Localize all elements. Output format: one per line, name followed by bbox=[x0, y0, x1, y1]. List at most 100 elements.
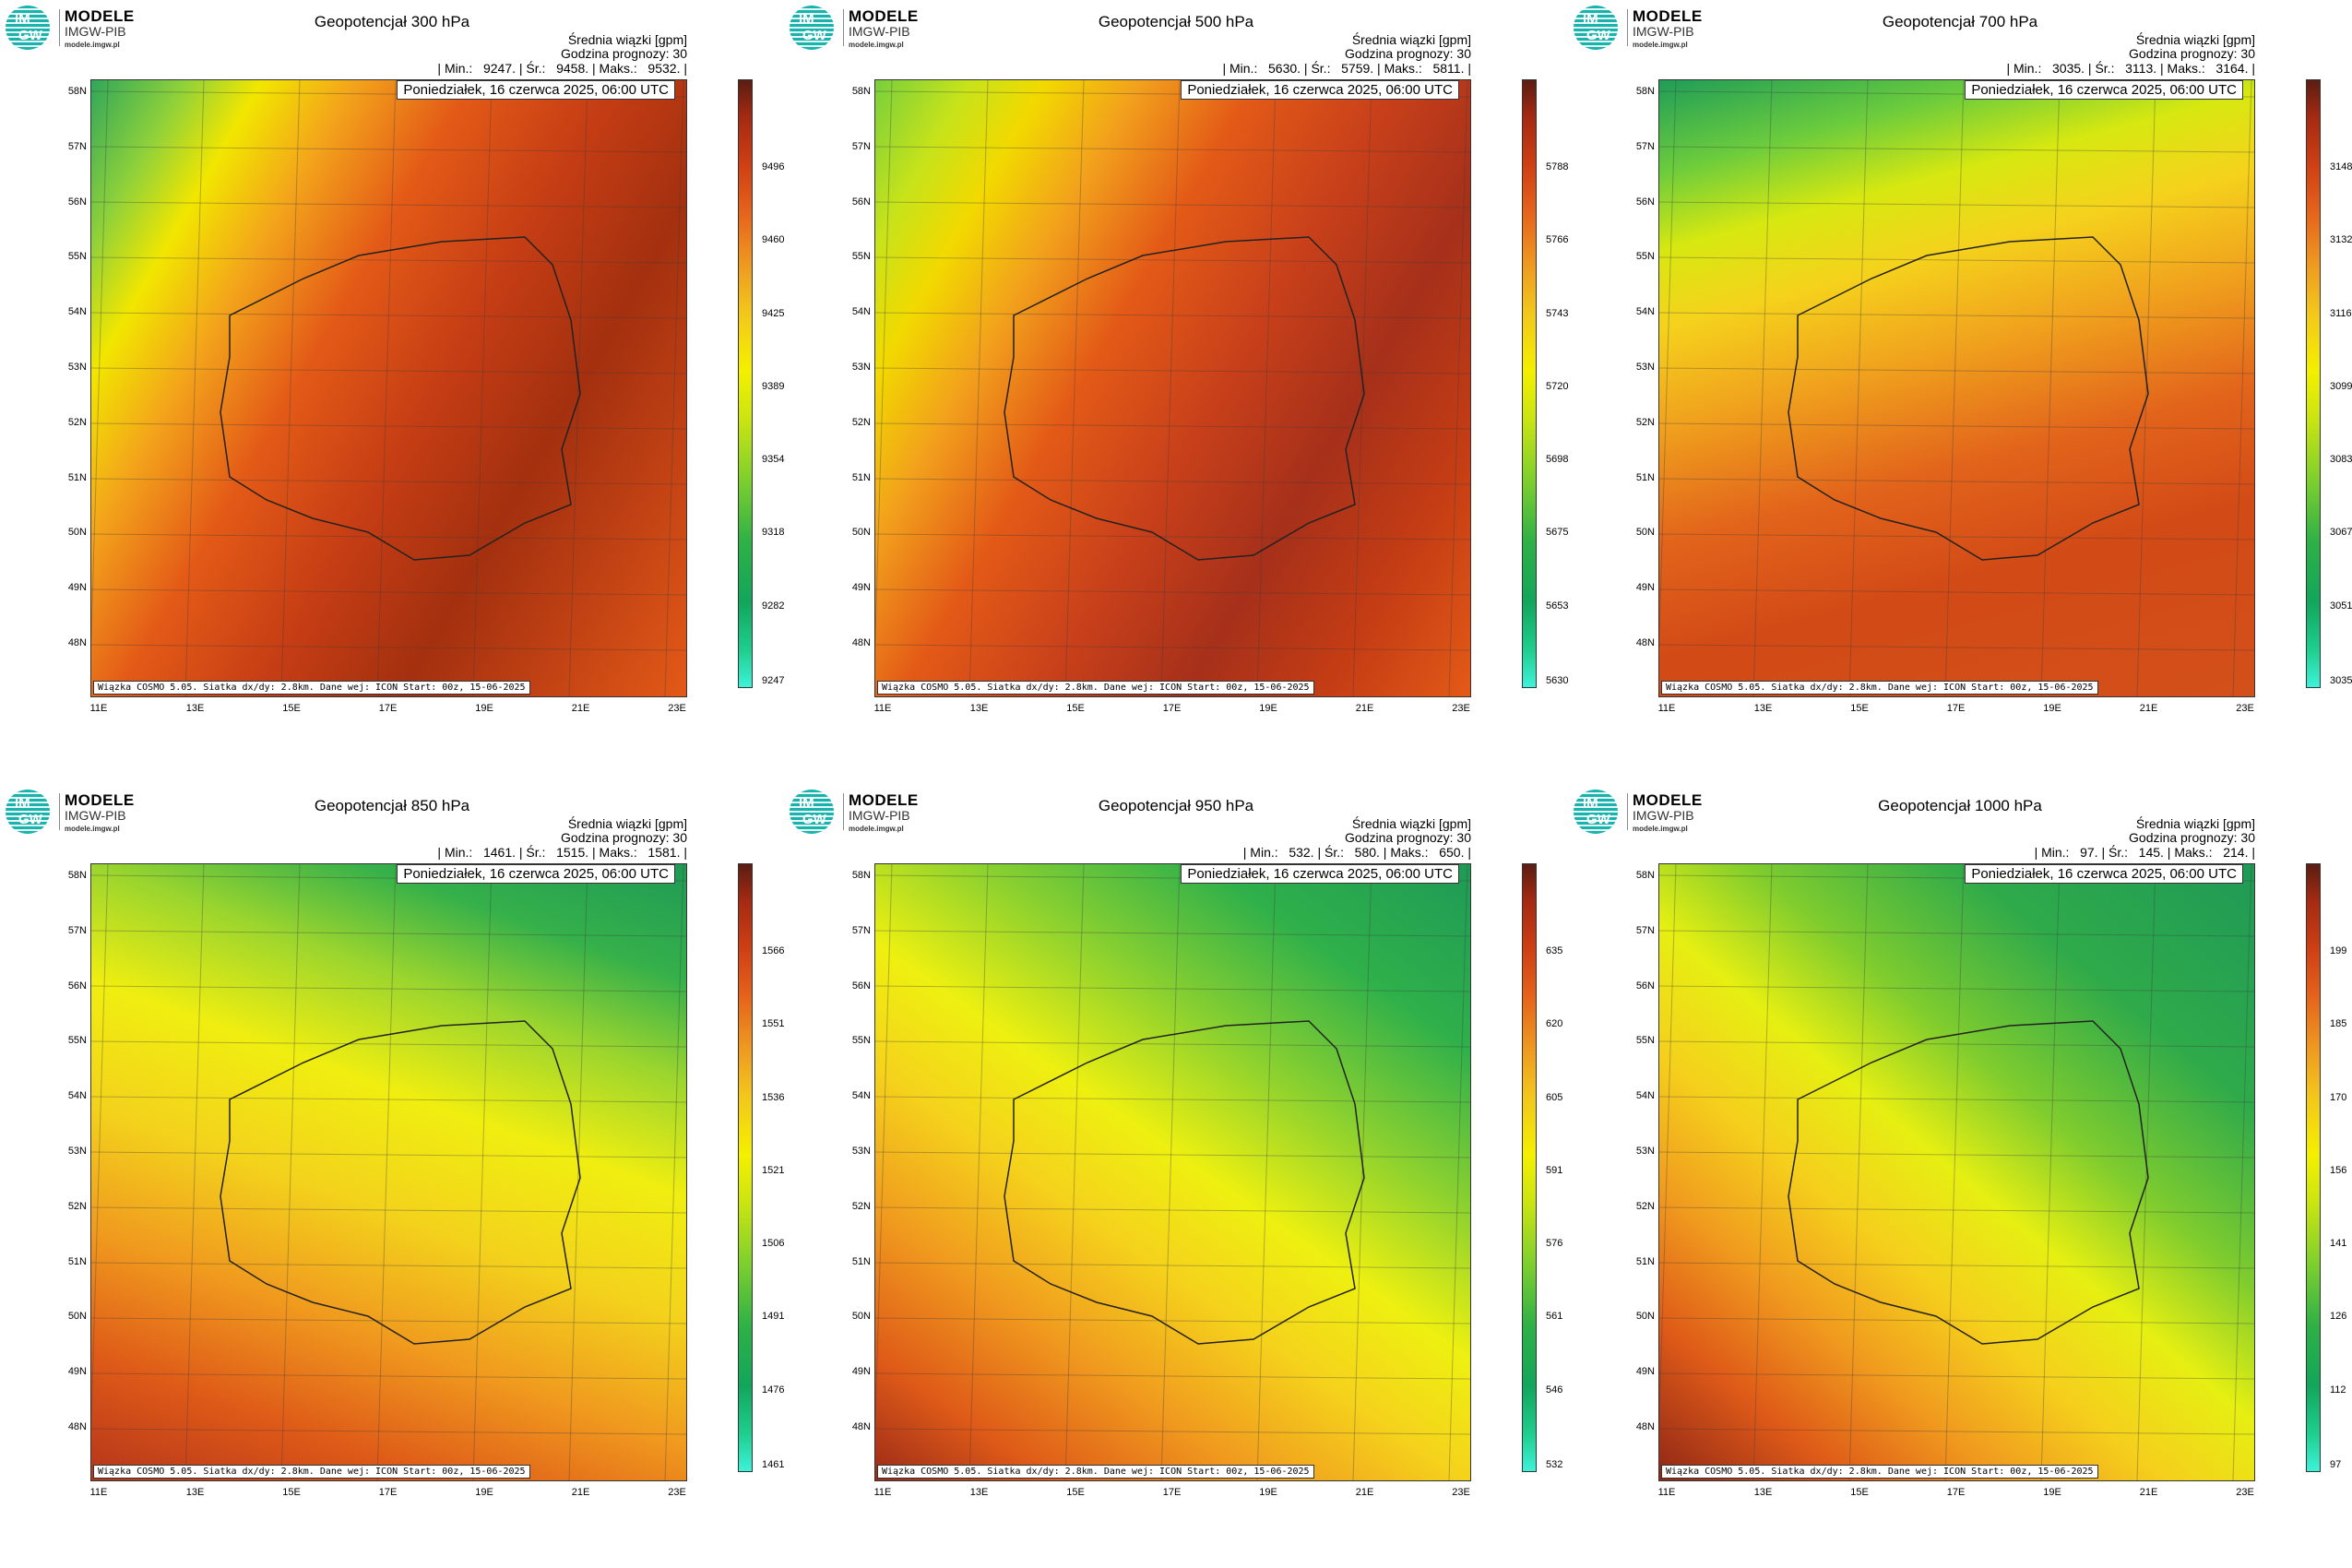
colorbar-tick-label: 591 bbox=[1546, 1164, 1563, 1176]
latitude-label: 57N bbox=[67, 140, 87, 152]
mean-label: Średnia wiązki [gpm] bbox=[2135, 32, 2255, 47]
latitude-gridline bbox=[875, 422, 1470, 430]
valid-time-box: Poniedziałek, 16 czerwca 2025, 06:00 UTC bbox=[1965, 864, 2243, 884]
latitude-gridline bbox=[1659, 1317, 2254, 1324]
country-border bbox=[1788, 1020, 2149, 1345]
latitude-gridline bbox=[91, 478, 686, 485]
logo-letters-top: IM bbox=[15, 795, 30, 811]
longitude-label: 19E bbox=[1259, 1487, 1277, 1498]
longitude-label: 23E bbox=[2236, 703, 2254, 714]
latitude-label: 56N bbox=[1635, 196, 1655, 208]
latitude-label: 58N bbox=[67, 86, 87, 97]
valid-time-box: Poniedziałek, 16 czerwca 2025, 06:00 UTC bbox=[397, 80, 675, 100]
logo-icon: IM GW bbox=[6, 6, 50, 50]
map-overlay bbox=[875, 864, 1470, 1480]
longitude-gridline bbox=[875, 864, 893, 1434]
longitude-gridline bbox=[1448, 864, 1468, 1480]
logo-letters-bottom: GW bbox=[802, 28, 826, 43]
longitude-gridline bbox=[472, 80, 493, 696]
colorbar-tick-label: 199 bbox=[2330, 945, 2347, 956]
longitude-label: 11E bbox=[89, 1487, 108, 1498]
logo-icon: IM GW bbox=[1574, 790, 1618, 834]
latitude-gridline bbox=[875, 1096, 1470, 1103]
brand-url[interactable]: modele.imgw.pl bbox=[1633, 825, 1688, 833]
latitude-label: 49N bbox=[1635, 582, 1655, 594]
logo-letters-bottom: GW bbox=[802, 812, 826, 827]
latitude-label: 54N bbox=[851, 306, 871, 318]
latitude-label: 55N bbox=[851, 251, 871, 263]
colorbar bbox=[738, 79, 753, 688]
latitude-gridline bbox=[91, 367, 686, 374]
latitude-label: 58N bbox=[851, 870, 871, 881]
longitude-gridline bbox=[1848, 80, 1869, 696]
brand-url[interactable]: modele.imgw.pl bbox=[849, 825, 904, 833]
longitude-label: 17E bbox=[378, 703, 398, 714]
longitude-label: 21E bbox=[2139, 1487, 2158, 1498]
latitude-label: 53N bbox=[851, 362, 871, 373]
latitude-gridline bbox=[91, 985, 686, 992]
latitude-gridline bbox=[91, 1040, 686, 1048]
longitude-label: 17E bbox=[1946, 703, 1966, 714]
latitude-gridline bbox=[1659, 1428, 2254, 1435]
latitude-label: 53N bbox=[1635, 1146, 1655, 1157]
longitude-label: 11E bbox=[1657, 703, 1676, 714]
latitude-label: 51N bbox=[851, 471, 871, 483]
latitude-gridline bbox=[875, 256, 1470, 264]
latitude-label: 49N bbox=[67, 582, 87, 594]
colorbar-tick-label: 576 bbox=[1546, 1238, 1563, 1250]
stats-line: | Min.: 9247. | Śr.: 9458. | Maks.: 9532… bbox=[437, 61, 687, 76]
latitude-label: 56N bbox=[67, 196, 87, 208]
brand-url[interactable]: modele.imgw.pl bbox=[65, 41, 120, 49]
latitude-gridline bbox=[91, 1206, 686, 1214]
valid-time-box: Poniedziałek, 16 czerwca 2025, 06:00 UTC bbox=[1965, 80, 2243, 100]
longitude-gridline bbox=[91, 80, 109, 650]
logo-divider bbox=[59, 9, 60, 46]
latitude-gridline bbox=[1659, 930, 2254, 937]
chart-title: Geopotencjał 850 hPa bbox=[314, 797, 470, 814]
longitude-label: 17E bbox=[378, 1487, 398, 1498]
logo-letters-bottom: GW bbox=[18, 28, 42, 43]
colorbar bbox=[2306, 79, 2321, 688]
latitude-label: 50N bbox=[67, 527, 87, 539]
longitude-gridline bbox=[2136, 80, 2156, 696]
model-info-box: Wiązka COSMO 5.05. Siatka dx/dy: 2.8km. … bbox=[877, 681, 1314, 695]
latitude-gridline bbox=[875, 1262, 1470, 1269]
longitude-gridline bbox=[2136, 864, 2156, 1480]
latitude-label: 49N bbox=[67, 1366, 87, 1378]
latitude-label: 57N bbox=[1635, 140, 1655, 152]
latitude-gridline bbox=[1659, 1262, 2254, 1269]
longitude-label: 13E bbox=[1753, 1487, 1773, 1498]
colorbar-tick-label: 9460 bbox=[762, 234, 785, 246]
latitude-gridline bbox=[1659, 1151, 2254, 1158]
chart-panel: IM GW MODELE IMGW-PIB modele.imgw.pl Geopoten… bbox=[1568, 0, 2352, 784]
latitude-label: 51N bbox=[1635, 1255, 1655, 1267]
latitude-gridline bbox=[875, 930, 1470, 937]
longitude-label: 21E bbox=[571, 703, 590, 714]
map-area: Poniedziałek, 16 czerwca 2025, 06:00 UTC… bbox=[874, 79, 1471, 697]
brand-subtitle: IMGW-PIB bbox=[849, 808, 910, 823]
latitude-gridline bbox=[91, 644, 686, 651]
longitude-gridline bbox=[184, 80, 205, 696]
map-area: Poniedziałek, 16 czerwca 2025, 06:00 UTC… bbox=[1658, 79, 2255, 697]
brand-url[interactable]: modele.imgw.pl bbox=[849, 41, 904, 49]
brand-title: MODELE bbox=[65, 7, 135, 25]
country-border bbox=[1004, 236, 1365, 561]
logo-divider bbox=[843, 793, 844, 830]
chart-panel: IM GW MODELE IMGW-PIB modele.imgw.pl Geopoten… bbox=[0, 784, 784, 1568]
logo: IM GW MODELE IMGW-PIB modele.imgw.pl bbox=[1574, 790, 1730, 834]
longitude-gridline bbox=[2040, 80, 2061, 696]
latitude-label: 58N bbox=[851, 86, 871, 97]
brand-url[interactable]: modele.imgw.pl bbox=[65, 825, 120, 833]
latitude-label: 57N bbox=[851, 140, 871, 152]
latitude-label: 55N bbox=[67, 1035, 87, 1047]
longitude-label: 13E bbox=[185, 703, 205, 714]
country-border bbox=[1004, 1020, 1365, 1345]
brand-url[interactable]: modele.imgw.pl bbox=[1633, 41, 1688, 49]
colorbar-tick-label: 546 bbox=[1546, 1384, 1563, 1396]
latitude-label: 54N bbox=[851, 1090, 871, 1102]
latitude-label: 56N bbox=[851, 980, 871, 992]
longitude-label: 15E bbox=[1850, 1487, 1869, 1498]
longitude-label: 21E bbox=[2139, 703, 2158, 714]
mean-label: Średnia wiązki [gpm] bbox=[567, 816, 687, 831]
colorbar bbox=[2306, 863, 2321, 1472]
